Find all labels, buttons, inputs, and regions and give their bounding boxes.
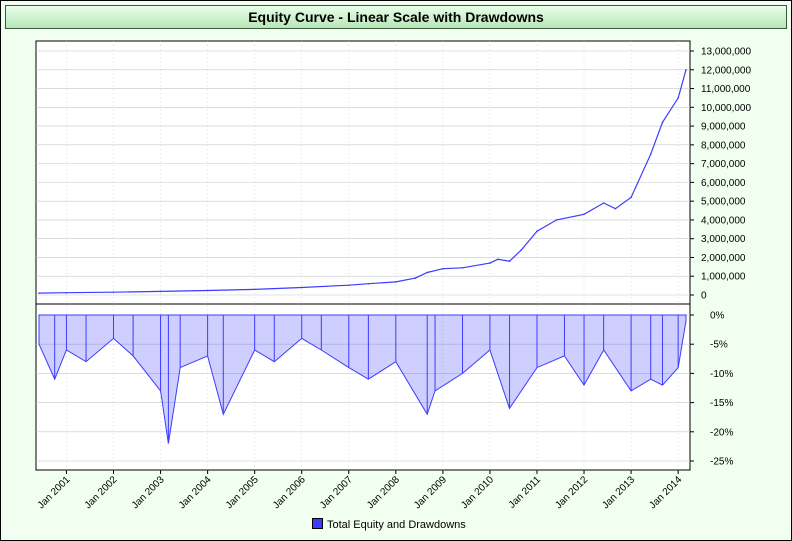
equity-series xyxy=(38,68,687,294)
drawdown-y-axis: 0% -5% -10% -15% -20% -25% xyxy=(690,311,733,468)
drawdown-tick-label: 0% xyxy=(710,311,725,322)
legend: Total Equity and Drawdowns xyxy=(312,518,466,532)
equity-point xyxy=(300,286,303,289)
equity-point xyxy=(602,202,605,204)
equity-tick-label: 7,000,000 xyxy=(701,159,746,170)
title-bar: Equity Curve - Linear Scale with Drawdow… xyxy=(5,5,787,29)
chart-title: Equity Curve - Linear Scale with Drawdow… xyxy=(248,9,544,25)
equity-point xyxy=(661,121,664,124)
x-tick-label: Jan 2011 xyxy=(507,474,544,511)
equity-point xyxy=(442,267,444,270)
equity-tick-label: 1,000,000 xyxy=(701,272,746,283)
equity-tick-label: 5,000,000 xyxy=(701,197,746,208)
drawdown-tick-label: -25% xyxy=(710,457,733,468)
x-tick-label: Jan 2005 xyxy=(224,474,261,511)
equity-point xyxy=(685,68,687,71)
x-tick-label: Jan 2006 xyxy=(271,474,308,511)
equity-tick-label: 2,000,000 xyxy=(701,253,746,264)
x-tick-label: Jan 2013 xyxy=(600,474,637,511)
equity-point xyxy=(206,289,209,292)
grid-lines xyxy=(36,41,690,470)
equity-tick-label: 0 xyxy=(701,291,707,302)
x-tick-label: Jan 2010 xyxy=(459,474,496,511)
equity-point xyxy=(65,291,68,294)
equity-point xyxy=(536,230,538,232)
x-tick-label: Jan 2002 xyxy=(83,474,120,511)
legend-label: Total Equity and Drawdowns xyxy=(327,519,466,531)
equity-tick-label: 13,000,000 xyxy=(701,47,751,58)
drawdown-tick-label: -20% xyxy=(710,427,733,438)
equity-point xyxy=(520,249,523,251)
equity-line xyxy=(38,69,687,294)
x-tick-label: Jan 2014 xyxy=(647,474,684,511)
drawdown-tick-label: -10% xyxy=(710,369,733,380)
equity-tick-label: 4,000,000 xyxy=(701,215,746,226)
equity-point xyxy=(489,262,491,264)
equity-point xyxy=(583,213,585,216)
x-tick-label: Jan 2007 xyxy=(318,474,355,511)
equity-point xyxy=(414,277,417,279)
equity-point xyxy=(461,266,464,269)
equity-point xyxy=(367,282,370,285)
equity-point xyxy=(630,196,632,199)
equity-tick-label: 9,000,000 xyxy=(701,122,746,133)
x-tick-label: Jan 2004 xyxy=(177,474,214,511)
equity-point xyxy=(555,219,558,221)
equity-point xyxy=(159,290,162,293)
x-axis: Jan 2001 Jan 2002 Jan 2003 Jan 2004 Jan 2005… xyxy=(36,470,685,511)
equity-point xyxy=(496,258,499,261)
equity-tick-label: 10,000,000 xyxy=(701,103,751,114)
equity-point xyxy=(253,288,256,291)
equity-tick-label: 3,000,000 xyxy=(701,234,746,245)
equity-tick-label: 11,000,000 xyxy=(701,84,751,95)
equity-y-axis: 13,000,000 12,000,000 11,000,000 10,000,000… xyxy=(690,47,751,302)
equity-tick-label: 8,000,000 xyxy=(701,140,746,151)
x-tick-label: Jan 2001 xyxy=(36,474,73,511)
x-tick-label: Jan 2012 xyxy=(553,474,590,511)
x-tick-label: Jan 2008 xyxy=(365,474,402,511)
equity-point xyxy=(38,292,40,294)
legend-swatch xyxy=(312,518,323,529)
equity-point xyxy=(347,284,350,287)
equity-point xyxy=(508,260,511,263)
equity-point xyxy=(614,207,617,210)
equity-point xyxy=(112,291,115,293)
equity-tick-label: 6,000,000 xyxy=(701,178,746,189)
equity-point xyxy=(649,153,652,156)
equity-point xyxy=(395,281,397,283)
drawdown-tick-label: -5% xyxy=(710,340,728,351)
equity-point xyxy=(426,271,429,274)
equity-point xyxy=(677,97,679,99)
equity-tick-label: 12,000,000 xyxy=(701,65,751,76)
drawdown-tick-label: -15% xyxy=(710,398,733,409)
x-tick-label: Jan 2003 xyxy=(130,474,167,511)
x-tick-label: Jan 2009 xyxy=(412,474,449,511)
plot-area xyxy=(35,40,691,471)
drawdown-series xyxy=(38,314,687,444)
